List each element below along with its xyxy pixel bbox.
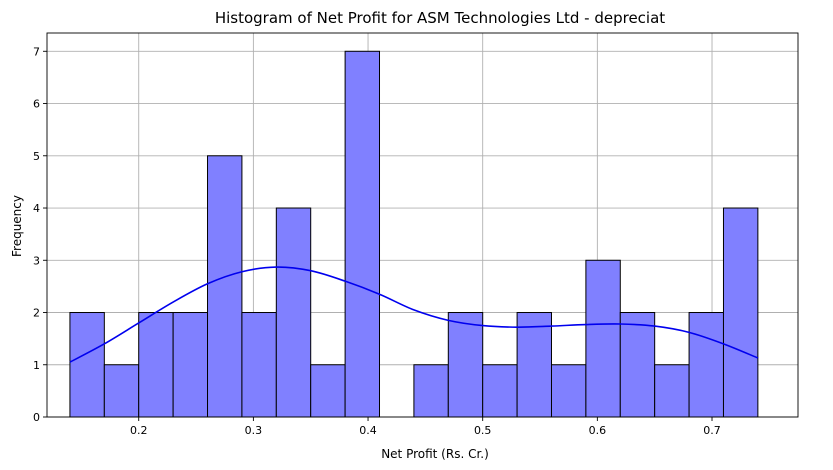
histogram-bar — [344, 50, 381, 418]
chart-title: Histogram of Net Profit for ASM Technolo… — [215, 9, 665, 27]
x-tick-label: 0.5 — [474, 424, 492, 437]
histogram-bars — [69, 50, 759, 418]
histogram-bar — [619, 312, 656, 418]
y-tick-label: 7 — [33, 45, 40, 58]
x-tick-label: 0.7 — [703, 424, 721, 437]
y-tick-label: 5 — [33, 150, 40, 163]
y-tick-label: 4 — [33, 202, 40, 215]
x-axis-label: Net Profit (Rs. Cr.) — [381, 447, 489, 461]
y-tick-label: 1 — [33, 359, 40, 372]
histogram-bar — [241, 312, 277, 418]
histogram-bar — [138, 312, 174, 418]
x-tick-label: 0.2 — [130, 424, 148, 437]
histogram-bar — [310, 364, 346, 418]
histogram-bar — [722, 207, 759, 418]
y-tick-label: 3 — [33, 254, 40, 267]
histogram-bar — [69, 312, 105, 418]
x-axis-ticks: 0.2 0.3 0.4 0.5 0.6 0.7 — [130, 417, 721, 437]
y-tick-label: 6 — [33, 98, 40, 111]
histogram-bar — [482, 364, 518, 418]
kde-curve — [69, 266, 759, 363]
histogram-bar — [413, 364, 449, 418]
histogram-bar — [516, 312, 552, 418]
histogram-bar — [172, 312, 209, 418]
histogram-bar — [447, 312, 484, 418]
histogram-bar — [103, 364, 140, 418]
y-axis-ticks: 0 1 2 3 4 5 6 7 — [33, 45, 47, 424]
x-tick-label: 0.4 — [359, 424, 377, 437]
x-tick-label: 0.3 — [245, 424, 263, 437]
grid-lines — [47, 33, 798, 418]
y-axis-label: Frequency — [10, 195, 24, 257]
histogram-bar — [207, 155, 243, 418]
histogram-bar — [654, 364, 690, 418]
histogram-bar — [585, 259, 621, 418]
histogram-bar — [275, 207, 312, 418]
histogram-bar — [688, 312, 724, 418]
y-tick-label: 2 — [33, 307, 40, 320]
y-tick-label: 0 — [33, 411, 40, 424]
x-tick-label: 0.6 — [589, 424, 607, 437]
plot-frame — [46, 32, 799, 418]
histogram-bar — [550, 364, 587, 418]
